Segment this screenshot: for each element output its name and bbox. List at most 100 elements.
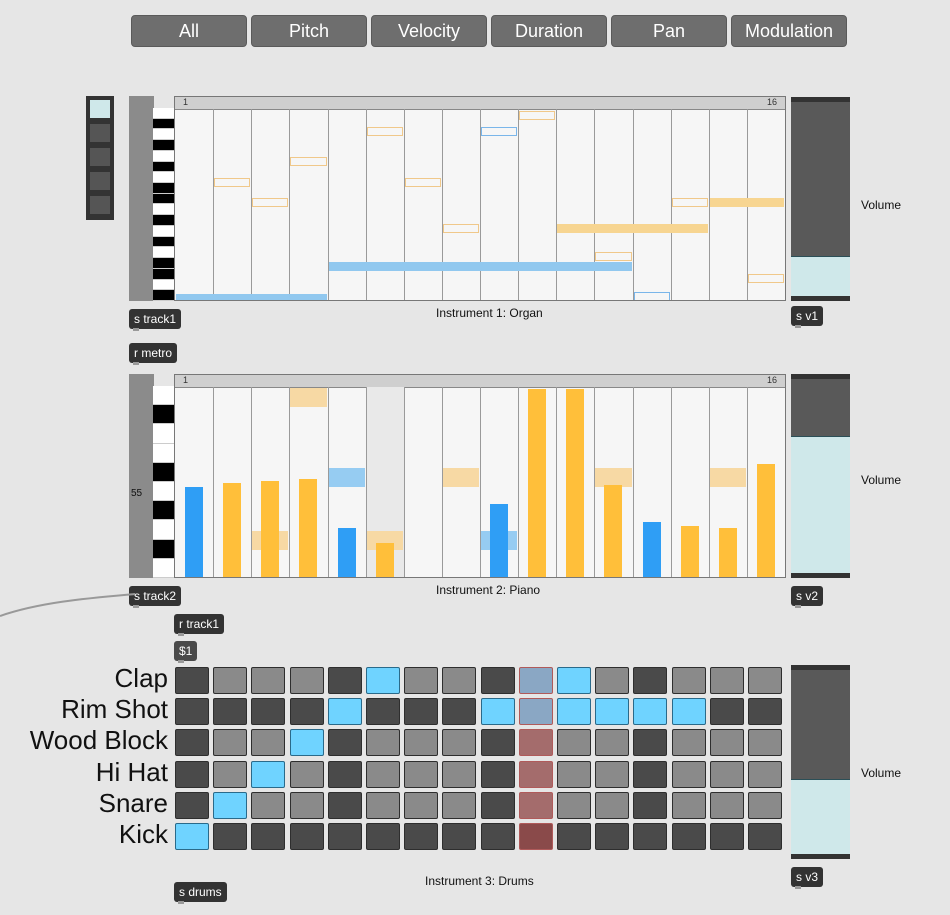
drum-step-cell[interactable] [327,729,362,757]
drum-step-cell[interactable] [557,729,591,757]
drum-step-cell[interactable] [748,698,782,726]
white-key[interactable] [153,279,174,291]
drum-step-cell[interactable] [748,791,782,819]
velocity-bar[interactable] [299,479,318,577]
sequence-button-3[interactable] [89,147,111,167]
drum-step-cell[interactable] [518,698,553,726]
white-key[interactable] [153,386,174,406]
note-block[interactable] [557,223,708,233]
velocity-bar[interactable] [642,522,661,577]
drum-step-cell[interactable] [175,698,209,726]
note-block[interactable] [404,177,441,187]
white-key[interactable] [153,225,174,237]
drum-step-cell[interactable] [518,760,553,788]
drum-step-cell[interactable] [671,760,706,788]
drum-step-cell[interactable] [366,698,400,726]
drum-step-cell[interactable] [480,823,515,850]
black-key[interactable] [153,501,174,521]
drum-step-cell[interactable] [213,667,248,694]
drum-step-cell[interactable] [213,760,248,788]
drum-step-cell[interactable] [748,823,782,850]
drum-step-cell[interactable] [404,823,439,850]
note-block[interactable] [481,127,518,137]
note-block[interactable] [595,468,632,487]
velocity-bar[interactable] [337,528,356,577]
drum-step-cell[interactable] [251,791,286,819]
drum-step-cell[interactable] [251,823,286,850]
drum-step-cell[interactable] [595,729,630,757]
organ-sidebar[interactable] [129,96,154,301]
drum-step-cell[interactable] [366,729,400,757]
drum-step-cell[interactable] [595,667,630,694]
note-block[interactable] [442,468,479,487]
black-key[interactable] [153,193,174,205]
drum-step-cell[interactable] [595,791,630,819]
s-track2-object[interactable]: s track2 [129,586,182,608]
white-key[interactable] [153,482,174,502]
s-track1-object[interactable]: s track1 [129,309,182,331]
drum-step-cell[interactable] [251,667,286,694]
drum-step-cell[interactable] [480,791,515,819]
drum-step-cell[interactable] [595,698,630,726]
drum-step-cell[interactable] [480,667,515,694]
note-block[interactable] [366,127,403,137]
r-track1-object[interactable]: r track1 [174,614,225,636]
drum-step-cell[interactable] [671,791,706,819]
drum-step-cell[interactable] [289,791,324,819]
sequence-button-5[interactable] [89,195,111,215]
drum-step-cell[interactable] [518,791,553,819]
drum-step-cell[interactable] [709,823,744,850]
note-block[interactable] [290,157,327,167]
drum-step-cell[interactable] [748,760,782,788]
drum-step-cell[interactable] [442,791,477,819]
drum-step-cell[interactable] [175,760,209,788]
drum-step-cell[interactable] [404,791,439,819]
velocity-bar[interactable] [490,503,509,577]
velocity-bar[interactable] [718,528,737,577]
piano-velocity-roll[interactable]: 1 16 [174,374,786,578]
black-key[interactable] [153,539,174,559]
drum-step-cell[interactable] [442,667,477,694]
white-key[interactable] [153,129,174,141]
drum-step-cell[interactable] [289,667,324,694]
drum-step-cell[interactable] [671,667,706,694]
drum-step-cell[interactable] [633,791,668,819]
piano-volume-slider[interactable] [791,374,850,578]
drum-step-cell[interactable] [480,698,515,726]
note-block[interactable] [709,468,746,487]
organ-keyboard[interactable] [153,108,174,301]
drums-volume-slider[interactable] [791,665,850,859]
drum-step-cell[interactable] [175,729,209,757]
drum-step-cell[interactable] [633,729,668,757]
drum-step-cell[interactable] [480,760,515,788]
white-key[interactable] [153,150,174,162]
tab-pan[interactable]: Pan [611,15,727,47]
drum-step-cell[interactable] [557,698,591,726]
note-block[interactable] [747,274,784,284]
drum-step-cell[interactable] [251,760,286,788]
drum-step-cell[interactable] [633,698,668,726]
drum-step-cell[interactable] [289,729,324,757]
drum-step-cell[interactable] [404,760,439,788]
drum-step-cell[interactable] [404,667,439,694]
black-key[interactable] [153,183,174,194]
black-key[interactable] [153,258,174,269]
velocity-bar[interactable] [261,481,280,577]
drum-step-cell[interactable] [366,823,400,850]
drum-step-cell[interactable] [442,729,477,757]
drum-step-cell[interactable] [289,760,324,788]
note-block[interactable] [214,177,251,187]
black-key[interactable] [153,462,174,482]
black-key[interactable] [153,215,174,226]
tab-pitch[interactable]: Pitch [251,15,367,47]
black-key[interactable] [153,161,174,173]
drum-step-cell[interactable] [327,791,362,819]
drum-step-cell[interactable] [709,698,744,726]
organ-piano-roll[interactable]: 1 16 [174,96,786,301]
s-drums-object[interactable]: s drums [174,882,227,904]
note-block[interactable] [633,292,670,300]
drum-step-cell[interactable] [327,823,362,850]
drum-step-cell[interactable] [213,729,248,757]
drum-step-cell[interactable] [327,760,362,788]
drum-step-cell[interactable] [251,729,286,757]
